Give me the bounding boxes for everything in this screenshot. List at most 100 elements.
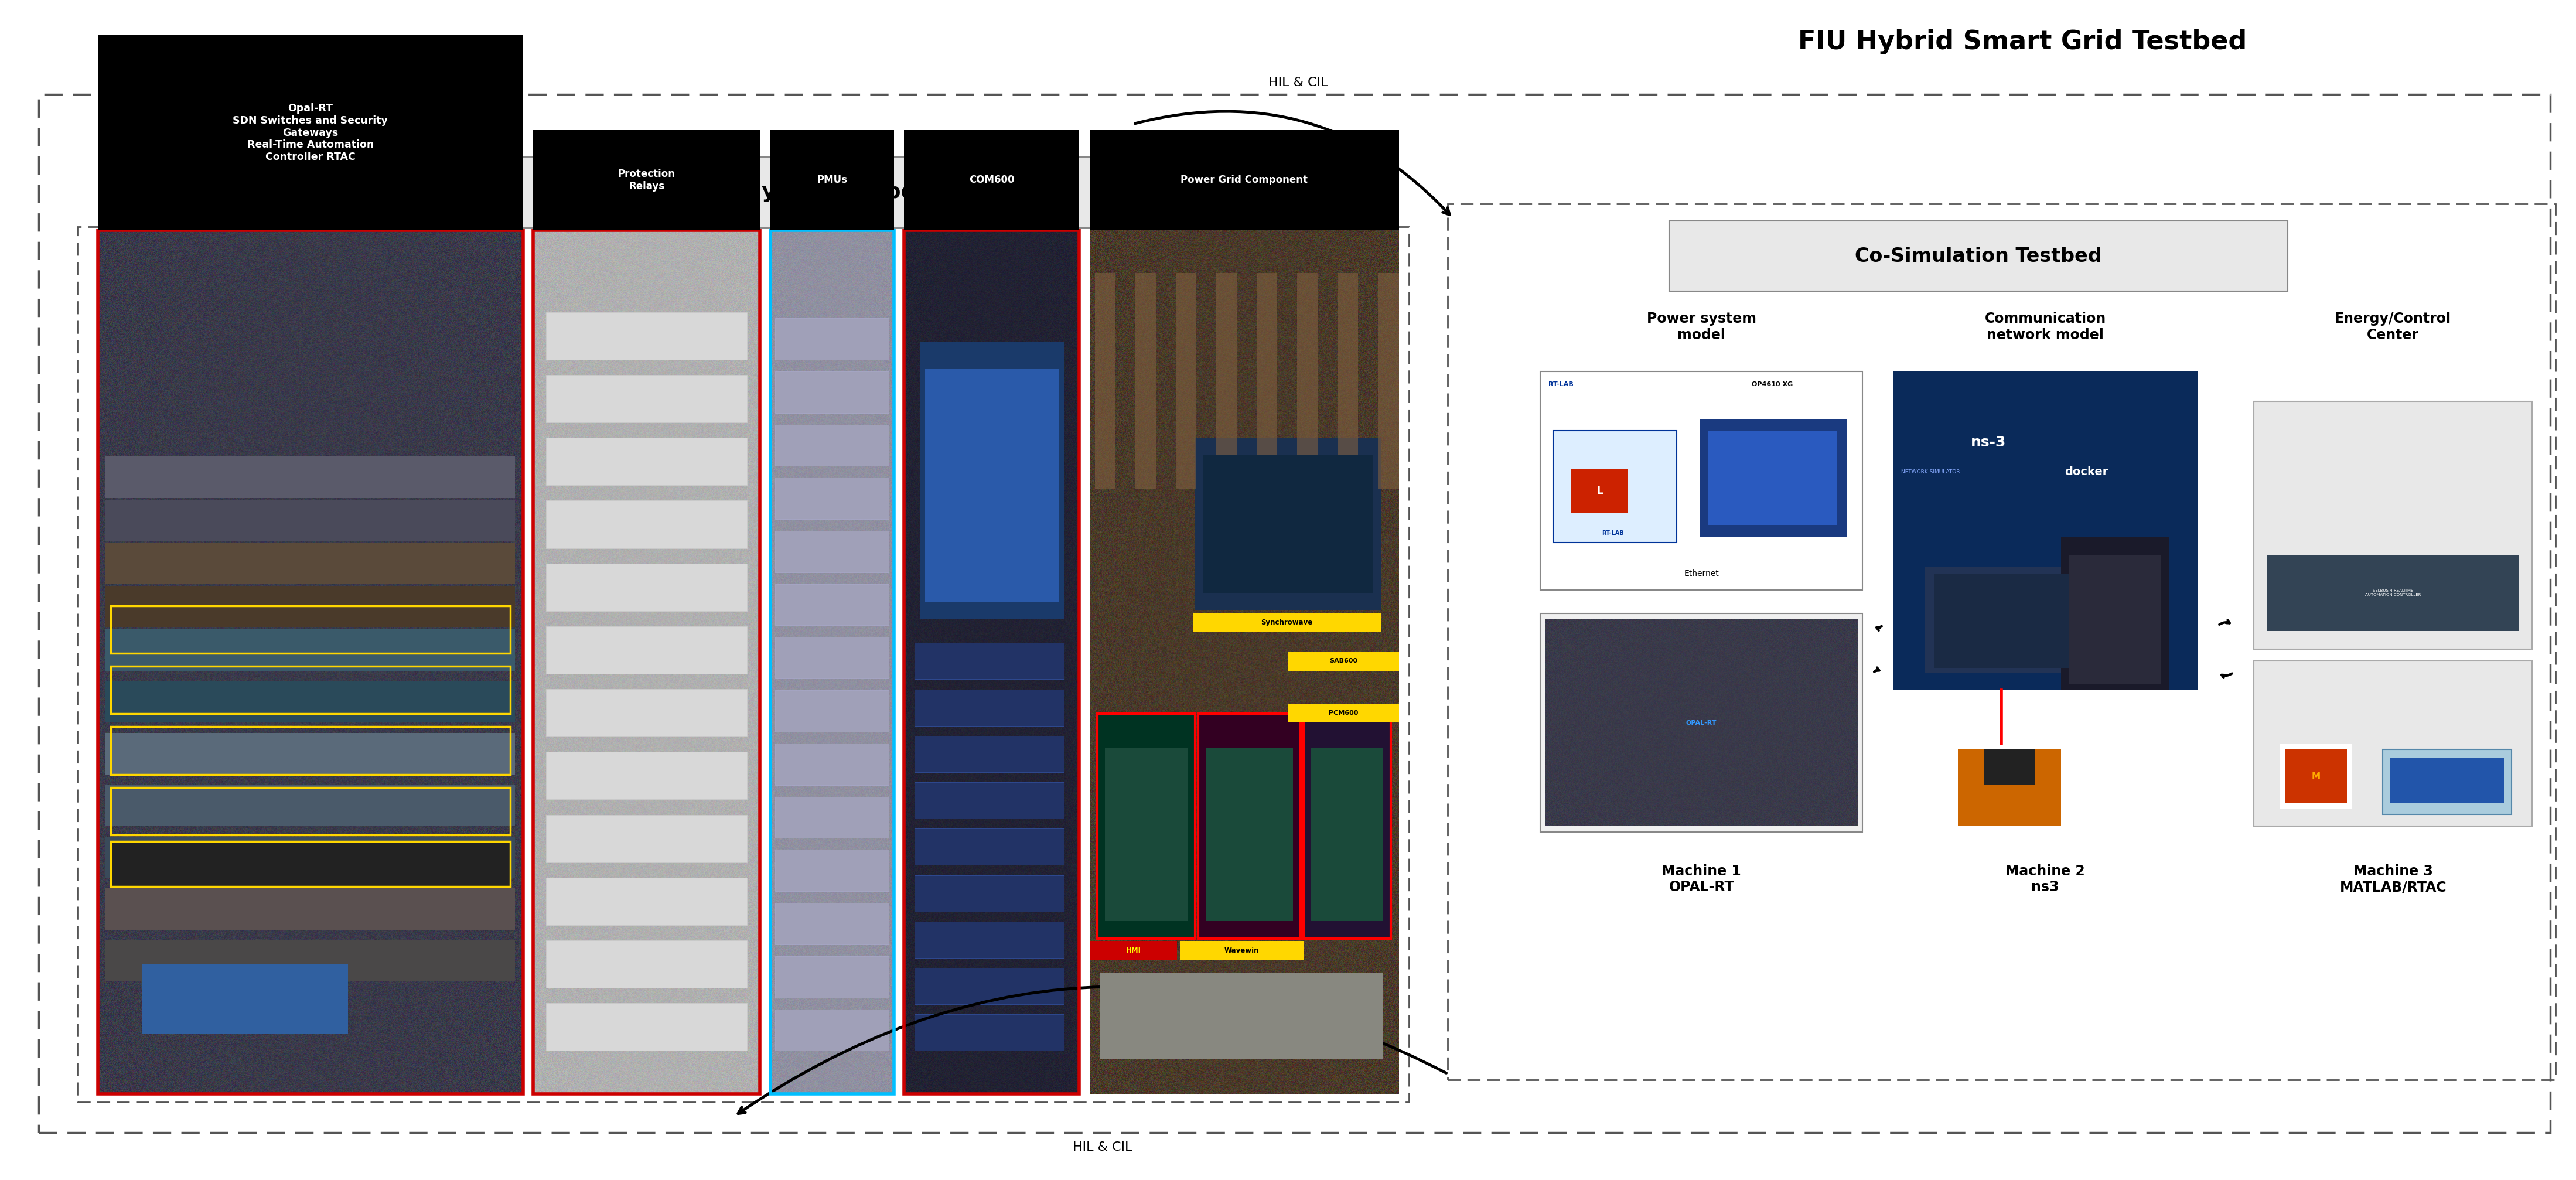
Text: Energy/Control
Center: Energy/Control Center <box>2334 312 2452 342</box>
Bar <box>106 586 515 628</box>
Bar <box>533 130 760 230</box>
Bar <box>546 940 747 988</box>
Bar <box>1216 274 1236 490</box>
Bar <box>775 372 889 413</box>
Text: Protection
Relays: Protection Relays <box>618 169 675 191</box>
Bar <box>106 733 515 774</box>
Text: RT-LAB: RT-LAB <box>1548 381 1574 387</box>
Text: Machine 2
ns3: Machine 2 ns3 <box>2007 864 2084 894</box>
Text: SAB600: SAB600 <box>1329 658 1358 664</box>
Text: M: M <box>2311 772 2321 781</box>
Bar <box>914 736 1064 772</box>
Bar <box>546 878 747 925</box>
Bar <box>904 230 1079 1094</box>
Bar <box>914 643 1064 680</box>
Text: PMUs: PMUs <box>817 175 848 185</box>
Bar <box>1193 612 1381 631</box>
Bar <box>1540 372 1862 590</box>
Bar <box>914 968 1064 1004</box>
Bar <box>106 940 515 982</box>
Bar <box>775 850 889 891</box>
Bar <box>515 157 1146 228</box>
Bar <box>1090 940 1177 961</box>
Bar <box>775 584 889 625</box>
Bar <box>1195 438 1381 610</box>
Bar <box>2069 555 2161 684</box>
Text: NETWORK SIMULATOR: NETWORK SIMULATOR <box>1901 470 1960 474</box>
Bar <box>775 425 889 466</box>
Bar <box>546 375 747 422</box>
Bar <box>1257 274 1278 490</box>
Bar <box>546 689 747 736</box>
Bar <box>1958 749 2061 826</box>
Bar <box>1571 468 1628 513</box>
Bar <box>77 227 1409 1102</box>
Bar <box>925 368 1059 602</box>
Bar <box>546 627 747 674</box>
Bar <box>106 889 515 930</box>
Text: COM600: COM600 <box>969 175 1015 185</box>
Bar <box>533 230 760 1094</box>
Bar <box>546 563 747 611</box>
Bar <box>775 319 889 360</box>
Bar <box>775 796 889 838</box>
Bar <box>1303 714 1391 938</box>
Bar <box>111 727 510 774</box>
Bar <box>1540 614 1862 832</box>
Bar <box>1090 130 1399 230</box>
Bar <box>1180 940 1303 961</box>
Bar <box>2285 749 2347 802</box>
Text: Co-Simulation Testbed: Co-Simulation Testbed <box>1855 247 2102 266</box>
Bar <box>1095 274 1115 490</box>
Bar <box>775 956 889 997</box>
Bar <box>546 438 747 485</box>
Bar <box>1100 974 1383 1060</box>
Bar <box>1136 274 1157 490</box>
Bar <box>1198 714 1301 938</box>
Bar <box>1097 714 1195 938</box>
Text: HMI: HMI <box>1126 946 1141 955</box>
Bar <box>1105 748 1188 922</box>
Bar <box>1448 204 2555 1080</box>
Bar <box>546 1003 747 1050</box>
Bar <box>775 531 889 572</box>
Bar <box>106 785 515 826</box>
Text: Physical Testbed: Physical Testbed <box>732 183 930 202</box>
Bar <box>106 681 515 722</box>
Bar <box>106 543 515 584</box>
Bar <box>914 876 1064 911</box>
Bar <box>111 605 510 654</box>
Bar <box>111 841 510 886</box>
Bar <box>1984 749 2035 785</box>
Bar <box>1378 274 1399 490</box>
Bar <box>920 342 1064 618</box>
Text: Synchrowave: Synchrowave <box>1260 618 1314 627</box>
Bar <box>2267 555 2519 631</box>
Bar <box>1311 748 1383 922</box>
Bar <box>775 743 889 785</box>
Bar <box>546 313 747 360</box>
Text: Power system
model: Power system model <box>1646 312 1757 342</box>
Bar <box>1700 419 1847 537</box>
Bar <box>111 787 510 834</box>
Bar <box>106 457 515 498</box>
Bar <box>914 922 1064 958</box>
Bar <box>914 828 1064 865</box>
Text: PCM600: PCM600 <box>1329 710 1358 716</box>
Bar <box>106 837 515 878</box>
Bar <box>2254 661 2532 826</box>
Bar <box>775 903 889 944</box>
Bar <box>775 637 889 678</box>
Bar <box>775 478 889 519</box>
Bar <box>1288 651 1399 670</box>
Bar <box>546 814 747 863</box>
Bar <box>1288 703 1399 722</box>
Text: Machine 1
OPAL-RT: Machine 1 OPAL-RT <box>1662 864 1741 894</box>
Text: HIL & CIL: HIL & CIL <box>1267 77 1329 88</box>
Text: Machine 3
MATLAB/RTAC: Machine 3 MATLAB/RTAC <box>2339 864 2447 894</box>
Bar <box>98 230 523 1094</box>
Text: FIU Hybrid Smart Grid Testbed: FIU Hybrid Smart Grid Testbed <box>1798 30 2246 54</box>
Bar <box>1206 748 1293 922</box>
Bar <box>142 964 348 1034</box>
Text: docker: docker <box>2066 466 2107 478</box>
